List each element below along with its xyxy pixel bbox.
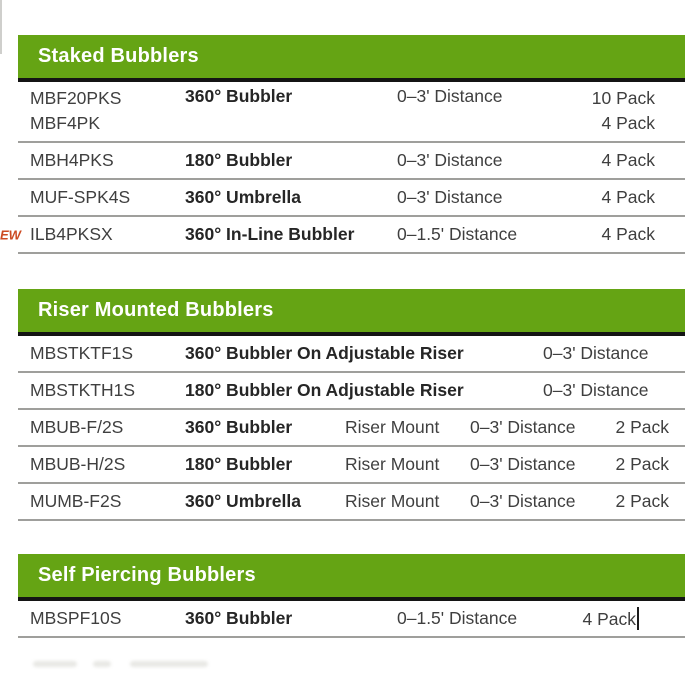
ghost-text-artifact: [33, 661, 77, 667]
product-description: 360° Umbrella: [185, 187, 301, 207]
table-row: MBH4PKS 180° Bubbler 0–3' Distance 4 Pac…: [18, 143, 685, 180]
distance-value: 0–3' Distance: [470, 417, 576, 437]
section-header: Staked Bubblers: [18, 35, 685, 82]
pack-size-editable[interactable]: 4 Pack: [580, 607, 685, 630]
table-row: MBUB-H/2S 180° Bubbler Riser Mount 0–3' …: [18, 447, 685, 484]
section-riser-mounted-bubblers: Riser Mounted Bubblers MBSTKTF1S 360° Bu…: [18, 289, 685, 521]
pack-size: 4 Pack: [601, 113, 656, 133]
product-description: 180° Bubbler: [185, 150, 293, 170]
distance-value: 0–1.5' Distance: [397, 224, 518, 244]
product-code: MBH4PKS: [30, 150, 114, 170]
product-description: 360° Bubbler On Adjustable Riser: [185, 343, 464, 363]
table-row: MBSPF10S 360° Bubbler 0–1.5' Distance 4 …: [18, 601, 685, 638]
pack-size: 2 Pack: [615, 491, 670, 511]
distance-value: 0–3' Distance: [470, 454, 576, 474]
section-staked-bubblers: Staked Bubblers MBF20PKS MBF4PK 360° Bub…: [0, 35, 685, 254]
distance-value: 0–3' Distance: [397, 187, 503, 207]
product-description: 360° In-Line Bubbler: [185, 224, 355, 244]
ghost-text-artifact: [130, 661, 208, 667]
mount-type: Riser Mount: [345, 491, 440, 511]
table-row: MBSTKTF1S 360° Bubbler On Adjustable Ris…: [18, 336, 685, 373]
distance-value: 0–1.5' Distance: [397, 608, 518, 628]
distance-value: 0–3' Distance: [397, 150, 503, 170]
product-code: MBSTKTF1S: [30, 343, 134, 363]
section-header: Self Piercing Bubblers: [18, 554, 685, 601]
distance-value: 0–3' Distance: [397, 86, 503, 106]
product-code: MBSTKTH1S: [30, 380, 136, 400]
pack-size: 4 Pack: [601, 187, 656, 207]
pack-size: 4 Pack: [601, 150, 656, 170]
product-description: 360° Bubbler: [185, 608, 293, 628]
pack-size[interactable]: 4 Pack: [582, 609, 637, 629]
section-self-piercing-bubblers: Self Piercing Bubblers MBSPF10S 360° Bub…: [18, 554, 685, 638]
pack-size-cell: 10 Pack 4 Pack: [580, 86, 685, 136]
distance-value: 0–3' Distance: [470, 491, 576, 511]
product-code: MBF4PK: [30, 113, 101, 133]
product-code-cell: MBF20PKS MBF4PK: [30, 86, 185, 136]
product-code: MUMB-F2S: [30, 491, 122, 511]
distance-value: 0–3' Distance: [543, 343, 649, 363]
product-code: MBUB-H/2S: [30, 454, 126, 474]
product-description: 360° Bubbler: [185, 86, 293, 106]
product-code: MBUB-F/2S: [30, 417, 124, 437]
mount-type: Riser Mount: [345, 454, 440, 474]
pack-size: 4 Pack: [601, 224, 656, 244]
page-edge-artifact: [0, 0, 2, 54]
product-description: 360° Bubbler: [185, 417, 293, 437]
product-code: ILB4PKSX: [30, 224, 113, 244]
table-row: MBF20PKS MBF4PK 360° Bubbler 0–3' Distan…: [18, 82, 685, 143]
product-code: MUF-SPK4S: [30, 187, 131, 207]
section-title: Riser Mounted Bubblers: [38, 299, 274, 321]
mount-type: Riser Mount: [345, 417, 440, 437]
table-row: MBUB-F/2S 360° Bubbler Riser Mount 0–3' …: [18, 410, 685, 447]
product-description: 180° Bubbler On Adjustable Riser: [185, 380, 464, 400]
product-code: MBSPF10S: [30, 608, 122, 628]
table-row: EW ILB4PKSX 360° In-Line Bubbler 0–1.5' …: [0, 217, 685, 254]
text-cursor: [637, 607, 639, 630]
table-row: MBSTKTH1S 180° Bubbler On Adjustable Ris…: [18, 373, 685, 410]
section-title: Self Piercing Bubblers: [38, 564, 256, 586]
table-row: MUMB-F2S 360° Umbrella Riser Mount 0–3' …: [18, 484, 685, 521]
new-badge: EW: [0, 227, 21, 242]
distance-value: 0–3' Distance: [543, 380, 649, 400]
section-title: Staked Bubblers: [38, 45, 199, 67]
section-header: Riser Mounted Bubblers: [18, 289, 685, 336]
product-code: MBF20PKS: [30, 88, 122, 108]
ghost-text-artifact: [93, 661, 111, 667]
pack-size: 2 Pack: [615, 417, 670, 437]
table-row: MUF-SPK4S 360° Umbrella 0–3' Distance 4 …: [18, 180, 685, 217]
product-description: 360° Umbrella: [185, 491, 301, 511]
product-description: 180° Bubbler: [185, 454, 293, 474]
pack-size: 10 Pack: [591, 88, 655, 108]
pack-size: 2 Pack: [615, 454, 670, 474]
